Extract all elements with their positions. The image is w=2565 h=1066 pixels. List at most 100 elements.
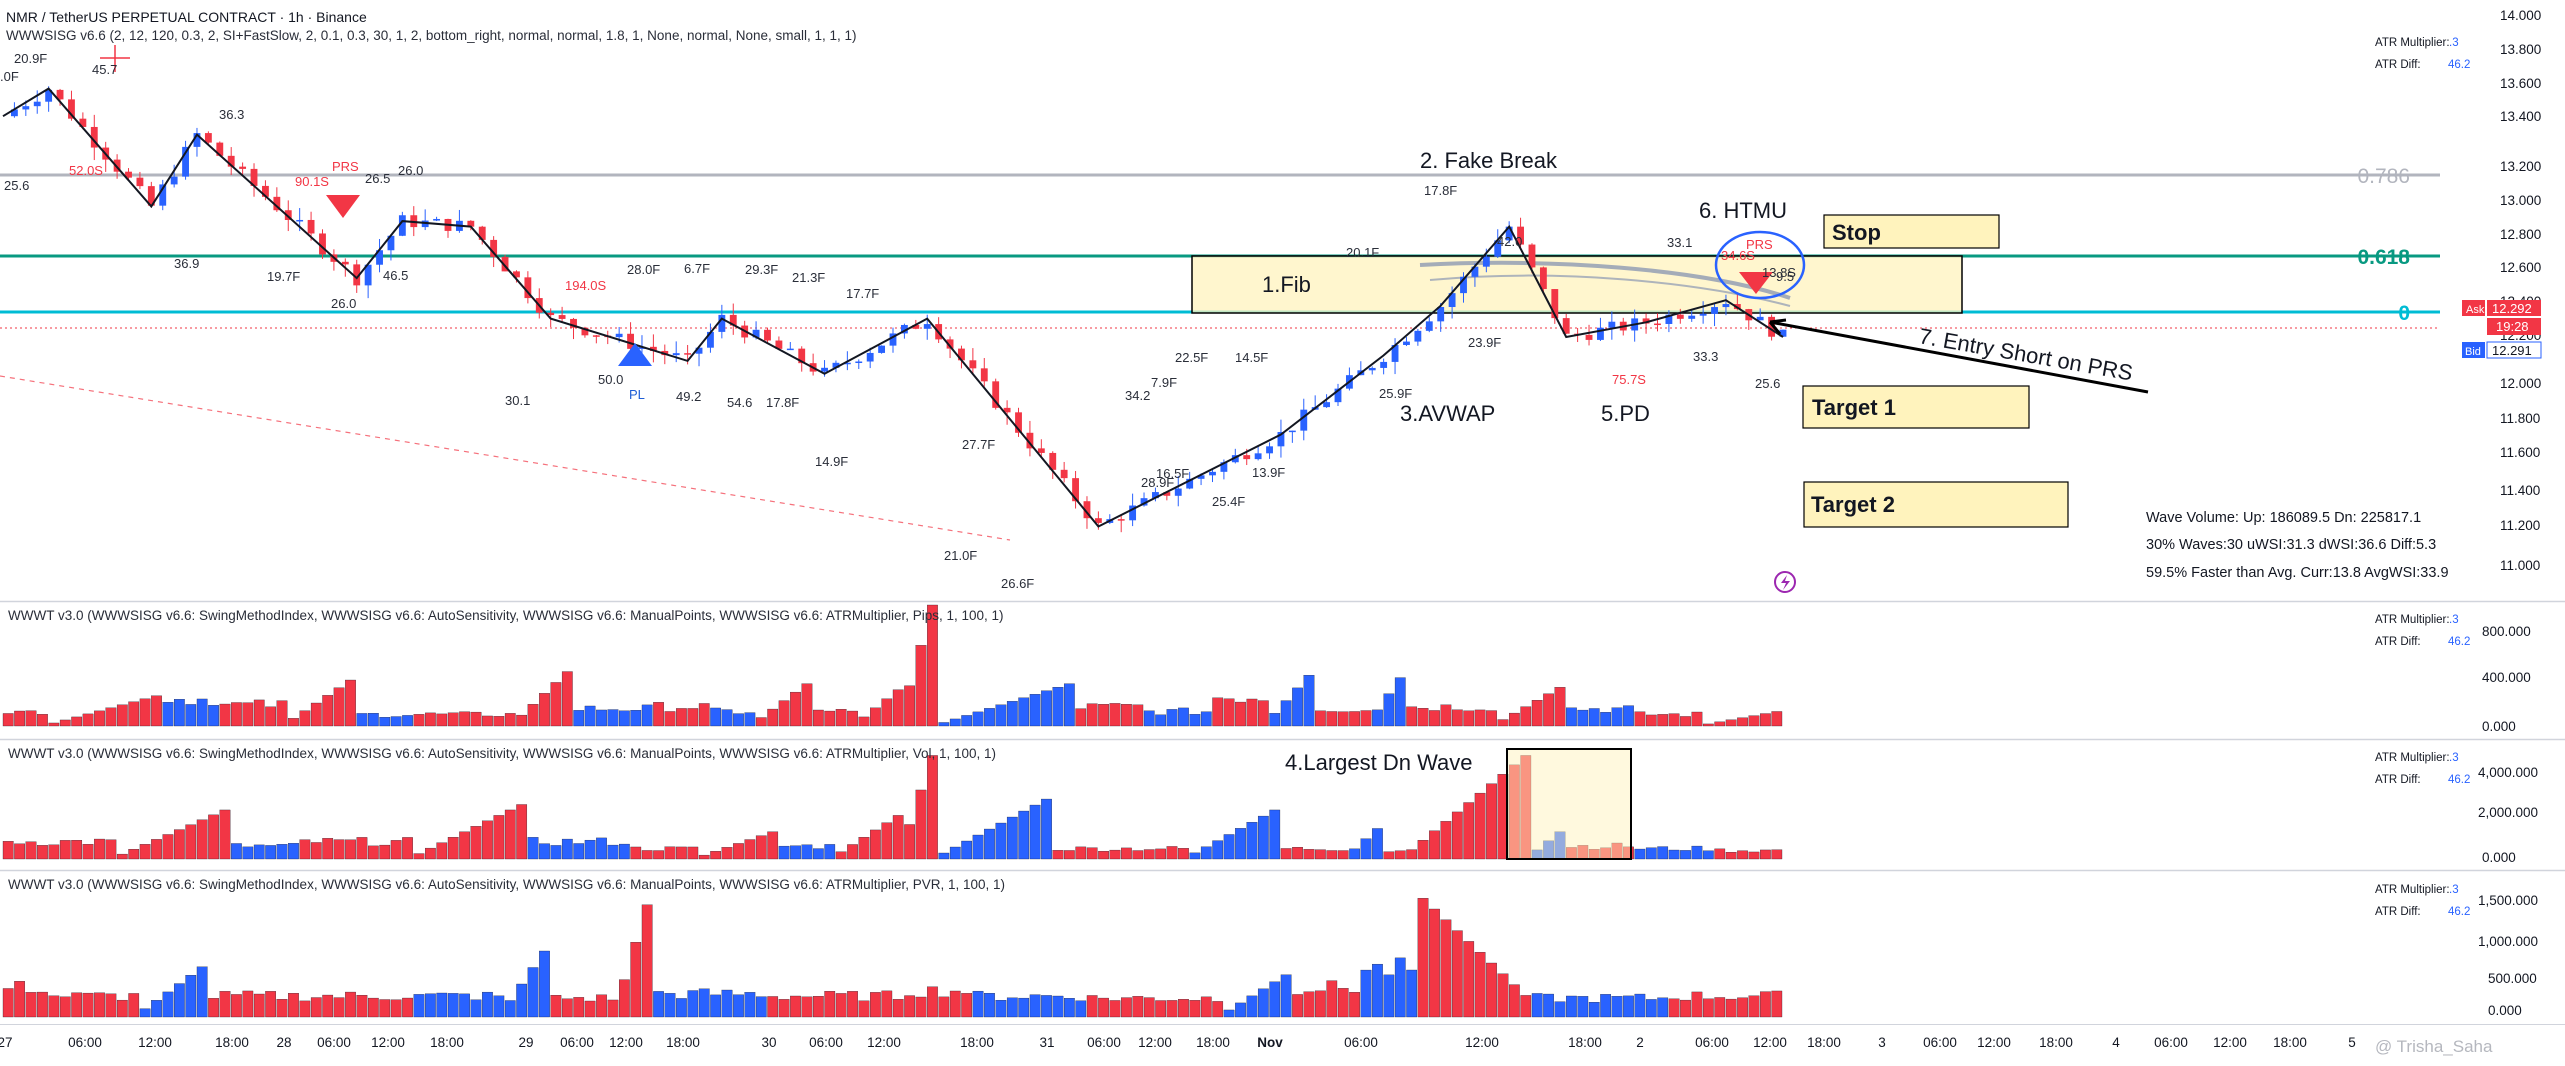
- candle: [1049, 452, 1057, 470]
- candle: [90, 126, 98, 148]
- volume-bar: [755, 835, 767, 860]
- volume-bar: [482, 991, 493, 1018]
- candle: [56, 89, 64, 100]
- stop-box[interactable]: [1823, 214, 2000, 249]
- volume-bar: [14, 981, 25, 1018]
- htmu-label: 6. HTMU: [1699, 198, 1787, 223]
- volume-bar: [299, 839, 311, 860]
- htmu-circle[interactable]: [1714, 230, 1806, 300]
- swing-label: 14.9F: [815, 454, 848, 469]
- volume-bar: [1417, 708, 1429, 727]
- volume-bar: [1235, 828, 1246, 860]
- candle: [341, 261, 349, 265]
- swing-label: 20.1F: [1346, 245, 1379, 260]
- lightning-icon[interactable]: [1774, 571, 1796, 593]
- volume-bar: [1086, 703, 1098, 727]
- ask-tag[interactable]: [2487, 300, 2541, 316]
- price-axis[interactable]: 14.000 13.800 13.600 13.400 13.200 13.00…: [2500, 8, 2541, 573]
- price-tick: 13.400: [2500, 109, 2541, 124]
- volume-bar: [1075, 846, 1087, 860]
- volume-bar: [961, 993, 973, 1018]
- target2-label: Target 2: [1811, 492, 1895, 517]
- volume-bar: [1406, 969, 1418, 1018]
- volume-bar: [1178, 848, 1189, 860]
- volume-bar: [1645, 714, 1657, 727]
- volume-bar: [59, 840, 71, 860]
- volume-bar: [1006, 816, 1018, 860]
- volume-bar: [231, 843, 242, 860]
- volume-bar: [59, 996, 71, 1018]
- swing-label: 17.7F: [846, 286, 879, 301]
- candle: [513, 271, 520, 278]
- volume-bar: [927, 986, 938, 1018]
- volume-bar: [25, 710, 37, 727]
- pane1-legend[interactable]: WWWT v3.0 (WWWSISG v6.6: SwingMethodInde…: [8, 608, 1004, 623]
- atr-mult-label: ATR Multiplier:: [2375, 884, 2450, 896]
- volume-bar: [1611, 996, 1623, 1018]
- volume-bar: [151, 695, 162, 727]
- pl-marker[interactable]: [618, 343, 652, 366]
- candle: [684, 353, 692, 355]
- time-tick: 06:00: [1695, 1035, 1729, 1050]
- bid-tag[interactable]: [2486, 341, 2542, 359]
- volume-bar: [596, 837, 607, 860]
- bid-label: Bid: [2465, 346, 2481, 358]
- volume-bar: [2, 841, 14, 860]
- target1-box[interactable]: [1802, 385, 2030, 429]
- volume-bar: [1155, 848, 1166, 860]
- volume-bar: [116, 999, 128, 1018]
- volume-bar: [413, 994, 425, 1018]
- prs-marker-1[interactable]: [326, 195, 360, 218]
- candle: [1243, 455, 1251, 460]
- price-tick: 11.200: [2500, 518, 2540, 533]
- volume-bar: [1737, 717, 1748, 727]
- volume-bar: [1657, 714, 1669, 727]
- bid-value: 12.291: [2492, 343, 2532, 358]
- candle: [125, 171, 132, 178]
- candle: [1768, 316, 1776, 337]
- volume-bar: [1166, 1000, 1178, 1018]
- candle: [1220, 462, 1228, 472]
- volume-bar: [37, 714, 48, 727]
- indicator-legend[interactable]: WWWSISG v6.6 (2, 12, 120, 0.3, 2, SI+Fas…: [6, 28, 857, 43]
- candle: [1539, 267, 1547, 290]
- swing-label: PRS: [332, 159, 359, 174]
- candle: [250, 168, 258, 186]
- volume-bar: [949, 846, 961, 860]
- volume-bar: [1064, 850, 1075, 860]
- volume-bar: [48, 722, 60, 727]
- volume-bar: [1554, 687, 1566, 727]
- swing-label: 46.5: [383, 268, 408, 283]
- volume-bar: [1543, 993, 1554, 1018]
- volume-bar: [436, 992, 448, 1018]
- swing-label: 20.9F: [14, 51, 47, 66]
- volume-bar: [698, 854, 710, 860]
- pane2-legend[interactable]: WWWT v3.0 (WWWSISG v6.6: SwingMethodInde…: [8, 746, 997, 761]
- dashed-trendline[interactable]: [0, 375, 1011, 541]
- price-tick: 14.000: [2500, 8, 2541, 23]
- largest-dn-wave-box[interactable]: [1506, 748, 1632, 860]
- swing-label: 19.7F: [267, 269, 300, 284]
- time-axis[interactable]: 27 06:00 12:00 18:00 28 06:00 12:00 18:00 29 06:0…: [0, 1035, 2356, 1050]
- target2-box[interactable]: [1803, 481, 2069, 528]
- volume-bar: [253, 844, 265, 860]
- volume-bar: [630, 846, 642, 860]
- pane3-legend[interactable]: WWWT v3.0 (WWWSISG v6.6: SwingMethodInde…: [8, 877, 1006, 892]
- candle: [923, 324, 931, 329]
- volume-bar: [1212, 697, 1224, 727]
- volume-bar: [584, 1000, 596, 1018]
- candle: [1448, 293, 1456, 308]
- volume-bar: [1531, 993, 1543, 1018]
- prs-marker-2[interactable]: [1739, 272, 1773, 294]
- entry-arrow-line[interactable]: [1769, 320, 2149, 394]
- volume-bar: [1155, 1000, 1166, 1018]
- volume-bar: [1315, 849, 1326, 860]
- time-tick: 06:00: [68, 1035, 102, 1050]
- volume-bar: [1223, 698, 1235, 727]
- price-tick: 11.000: [2500, 558, 2540, 573]
- volume-bar: [1406, 849, 1418, 860]
- volume-bar: [1383, 851, 1395, 860]
- chart-title[interactable]: NMR / TetherUS PERPETUAL CONTRACT · 1h ·…: [6, 9, 367, 25]
- candle: [467, 220, 475, 227]
- volume-bar: [858, 837, 870, 860]
